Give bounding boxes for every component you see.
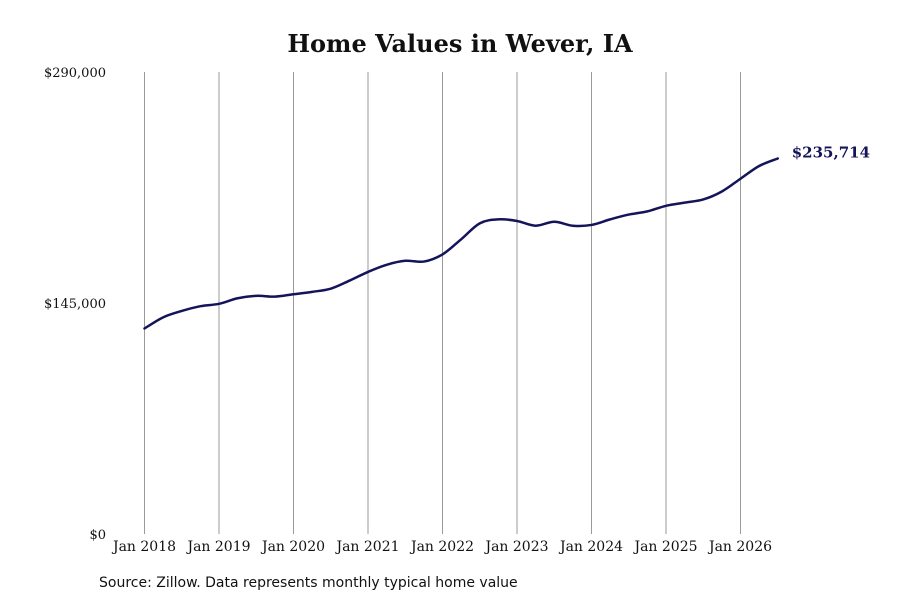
- x-tick-label: Jan 2018: [111, 539, 176, 555]
- x-tick-label: Jan 2019: [185, 539, 250, 555]
- x-tick-label: Jan 2021: [334, 539, 399, 555]
- y-tick-label: $145,000: [44, 297, 106, 312]
- end-value-label: $235,714: [792, 143, 870, 161]
- chart-title: Home Values in Wever, IA: [287, 29, 633, 58]
- x-tick-label: Jan 2022: [409, 539, 474, 555]
- x-tick-label: Jan 2025: [632, 539, 697, 555]
- x-tick-label: Jan 2020: [260, 539, 325, 555]
- vertical-grid-lines: [144, 72, 741, 534]
- home-value-series-line: [143, 157, 779, 330]
- x-tick-label: Jan 2023: [483, 539, 548, 555]
- y-tick-label: $0: [89, 528, 106, 543]
- x-tick-label: Jan 2024: [558, 539, 623, 555]
- y-axis-tick-labels: $0 $145,000 $290,000: [44, 66, 106, 543]
- x-axis-tick-labels: Jan 2018 Jan 2019 Jan 2020 Jan 2021 Jan 2022…: [111, 539, 772, 555]
- y-tick-label: $290,000: [44, 66, 106, 81]
- x-tick-label: Jan 2026: [707, 539, 772, 555]
- source-note: Source: Zillow. Data represents monthly …: [99, 575, 518, 591]
